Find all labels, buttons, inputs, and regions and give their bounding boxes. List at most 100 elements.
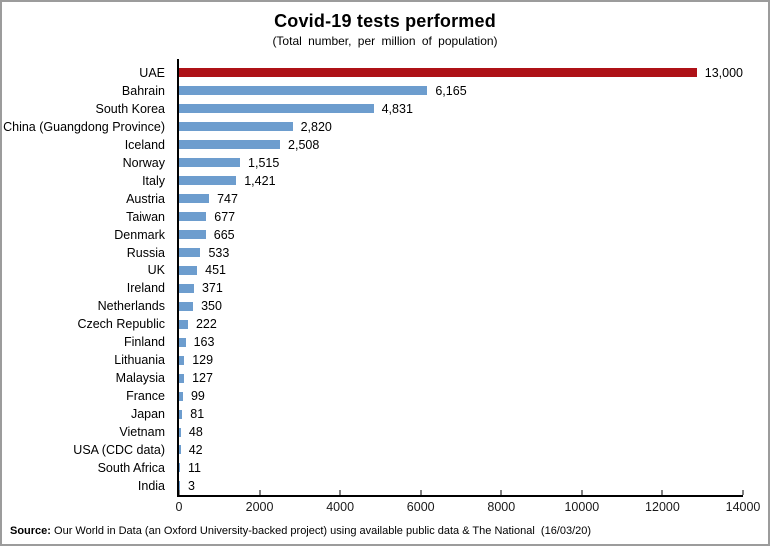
bar	[179, 355, 185, 365]
bar-value-label: 129	[192, 353, 214, 368]
x-axis-tick	[581, 490, 583, 495]
bar-value-label: 163	[193, 335, 215, 350]
bar	[179, 158, 241, 168]
x-axis-tick	[178, 490, 180, 495]
bar-value-label: 11	[188, 460, 201, 475]
bar-row: 81	[179, 405, 743, 423]
x-axis-tick-label: 8000	[487, 500, 516, 514]
bar-row: 451	[179, 261, 743, 279]
bar-row: 4,831	[179, 100, 743, 118]
bar-value-label: 1,421	[244, 173, 276, 188]
bar-value-label: 99	[190, 389, 205, 404]
bar-value-label: 127	[192, 371, 213, 386]
bar-value-label: 222	[195, 317, 217, 332]
bar-row: 1,421	[179, 172, 743, 190]
bar	[179, 283, 194, 293]
category-label: France	[126, 389, 165, 404]
bar-value-label: 451	[205, 263, 227, 278]
bar-row: 6,165	[179, 82, 743, 100]
bar	[179, 194, 210, 204]
bar	[179, 140, 281, 150]
category-label: UK	[147, 263, 165, 278]
x-axis-labels: 0 2000 4000 6000 8000 10000 12000 14000	[176, 500, 761, 516]
bar-row: 42	[179, 441, 743, 459]
bar-value-label: 6,165	[435, 83, 467, 98]
x-axis-tick-label: 12000	[645, 500, 680, 514]
source-note: Source: Our World in Data (an Oxford Uni…	[10, 525, 591, 537]
bar	[179, 409, 183, 419]
category-label: Italy	[142, 173, 165, 188]
bar-value-label: 1,515	[248, 155, 280, 170]
bar	[179, 122, 293, 132]
x-axis-tick	[500, 490, 502, 495]
bar-value-label: 4,831	[381, 101, 413, 116]
x-axis-tick-label: 2000	[245, 500, 274, 514]
bar	[179, 445, 181, 455]
bar-row: 127	[179, 369, 743, 387]
bar	[179, 176, 237, 186]
category-label: Czech Republic	[77, 317, 165, 332]
category-label: Taiwan	[126, 209, 165, 224]
category-label: Norway	[122, 155, 165, 170]
bar-rows: 13,000 6,165 4,831 2,820 2,508 1,515 1,421 747 6…	[179, 64, 743, 495]
category-label: Denmark	[114, 227, 165, 242]
bar-row: 371	[179, 279, 743, 297]
bar-value-label: 665	[213, 227, 235, 242]
x-axis-tick-label: 14000	[725, 500, 761, 514]
category-label: India	[137, 478, 165, 493]
bar	[179, 301, 194, 311]
bar-value-label: 350	[201, 299, 222, 314]
bar-row: 677	[179, 208, 743, 226]
bar-value-label: 81	[190, 407, 205, 422]
bar-row: 1,515	[179, 154, 743, 172]
bar	[179, 481, 180, 491]
x-axis-tick	[420, 490, 422, 495]
bar-value-label: 533	[208, 245, 230, 260]
bar-row: 3	[179, 477, 743, 495]
bar	[179, 463, 180, 473]
bar-row: 163	[179, 333, 743, 351]
bar-row: 533	[179, 244, 743, 262]
category-label: South Africa	[97, 460, 165, 475]
category-label: Finland	[124, 335, 165, 350]
bar	[179, 373, 185, 383]
category-label: Malaysia	[115, 371, 165, 386]
bar-row: 747	[179, 190, 743, 208]
bar-value-label: 3	[188, 478, 195, 493]
category-label: South Korea	[95, 101, 166, 116]
category-label: Lithuania	[114, 353, 165, 368]
chart-subtitle: (Total number, per million of population…	[272, 34, 498, 48]
category-label: Japan	[130, 407, 165, 422]
x-axis-ticks	[178, 490, 744, 495]
bar-value-label: 371	[201, 281, 223, 296]
y-axis-line	[177, 59, 179, 497]
bar-value-label: 747	[217, 191, 238, 206]
bar	[179, 427, 181, 437]
category-label: Ireland	[126, 281, 165, 296]
x-axis-tick	[259, 490, 261, 495]
bar-value-label: 2,508	[288, 137, 320, 152]
category-label: Netherlands	[97, 299, 165, 314]
bar-row: 99	[179, 387, 743, 405]
bar	[179, 265, 198, 275]
category-label: UAE	[139, 65, 165, 80]
source-text: Our World in Data (an Oxford University-…	[50, 525, 592, 537]
x-axis-tick	[742, 490, 744, 495]
bar-value-label: 13,000	[704, 65, 743, 80]
bar-value-label: 42	[188, 442, 203, 457]
category-labels: UAE Bahrain South Korea China (Guangdong Pr…	[2, 64, 171, 495]
bar-row: 665	[179, 226, 743, 244]
bar-row: 2,820	[179, 118, 743, 136]
bar	[179, 248, 201, 257]
bar-row: 129	[179, 351, 743, 369]
bar	[179, 212, 207, 222]
bar	[179, 86, 428, 96]
bar	[179, 230, 206, 240]
bar-row: 350	[179, 297, 743, 315]
x-axis-tick	[339, 490, 341, 495]
category-label: Iceland	[124, 137, 165, 152]
category-label: Russia	[126, 245, 165, 260]
bar-value-label: 2,820	[300, 119, 332, 134]
x-axis-tick-label: 6000	[406, 500, 435, 514]
